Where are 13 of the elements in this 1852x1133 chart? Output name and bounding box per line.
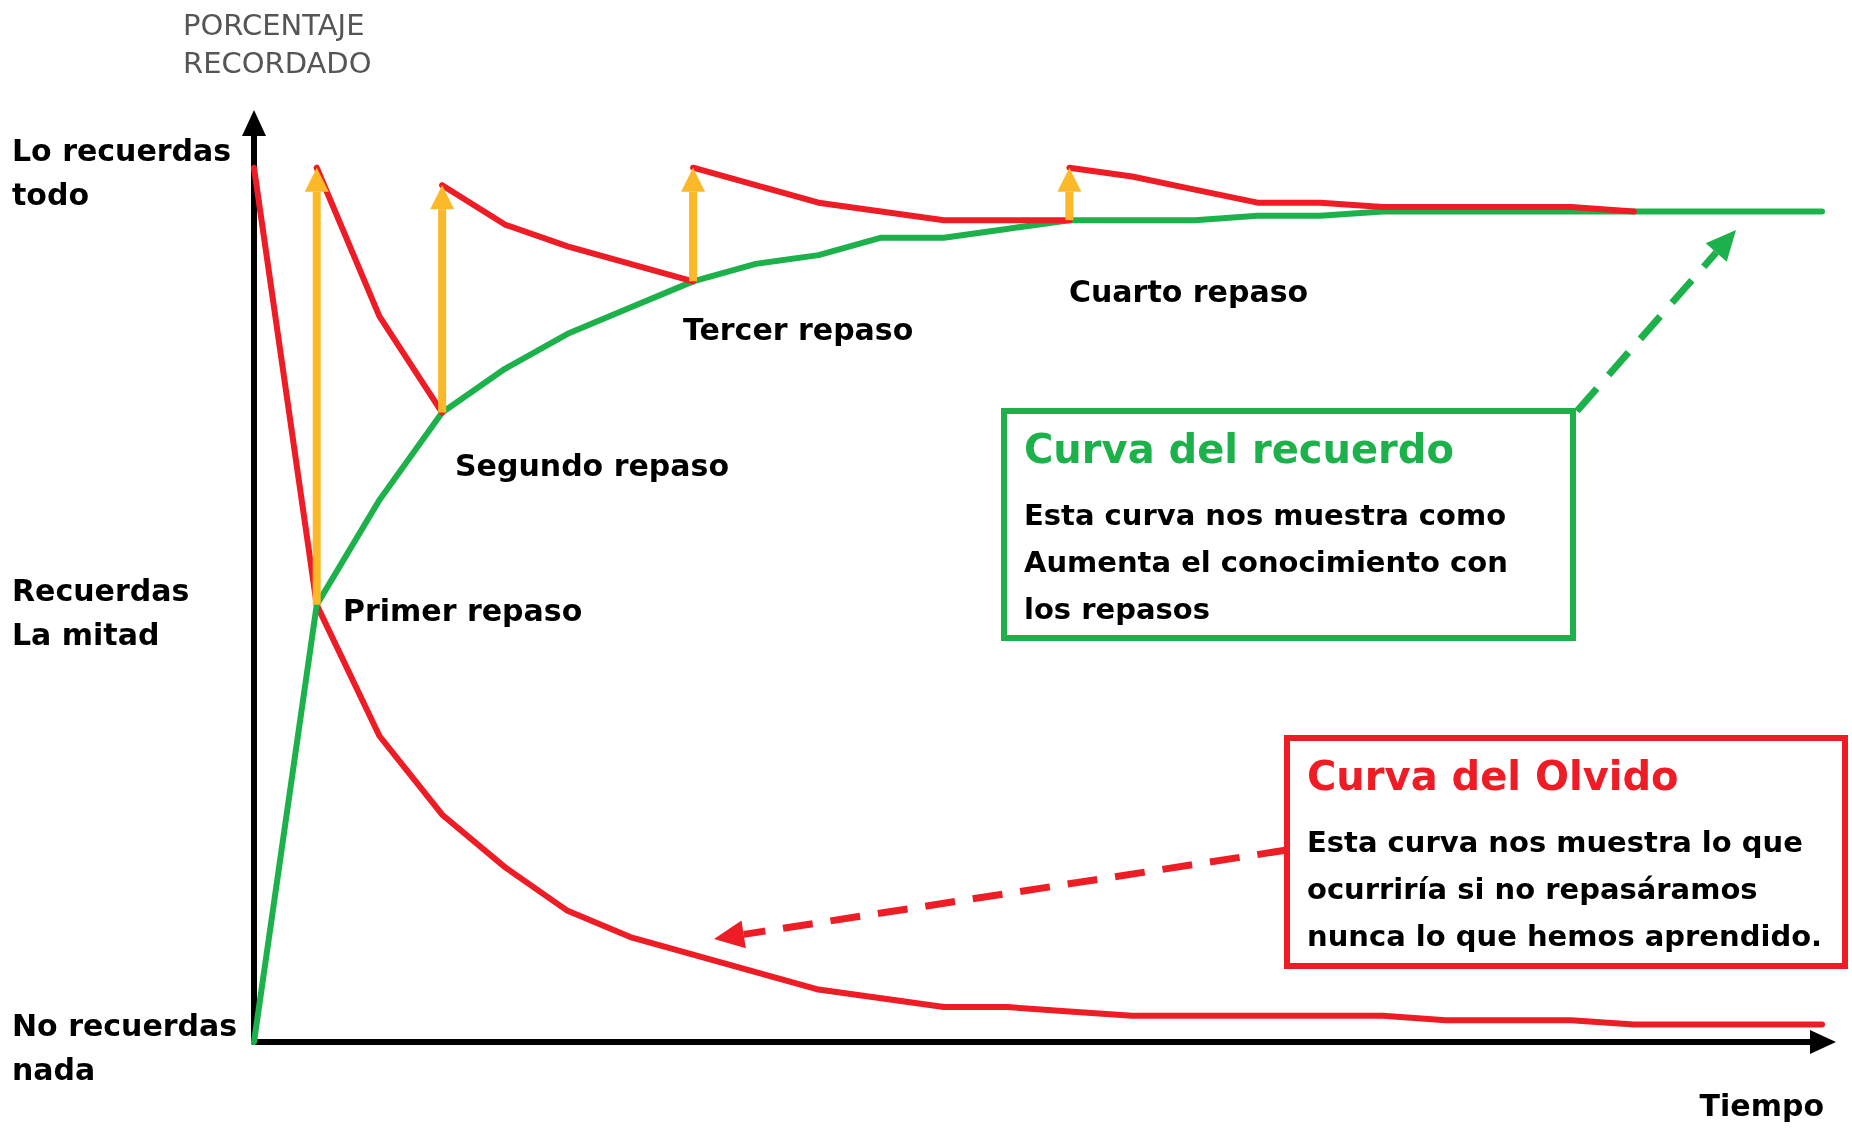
y-axis-title: PORCENTAJE RECORDADO [183, 8, 372, 80]
text: No recuerdas nada [12, 1007, 238, 1087]
text: Curva del recuerdo [1024, 426, 1454, 472]
x-axis-title: Tiempo [1699, 1087, 1825, 1123]
annotation: Esta curva nos muestra como Aumenta el conocimiento con los repasos [1024, 497, 1518, 626]
annotation: Cuarto repaso [1069, 273, 1309, 309]
text: Curva del Olvido [1307, 753, 1679, 799]
text: Lo recuerdas todo [12, 132, 232, 212]
annotation: Esta curva nos muestra lo que ocurriría si no repasáramos nunca lo que hemos aprendido. [1307, 824, 1823, 953]
text: Recuerdas La mitad [12, 572, 190, 652]
annotation: Segundo repaso [455, 447, 729, 483]
annotation: Primer repaso [343, 592, 583, 628]
annotation: Tercer repaso [683, 311, 914, 347]
